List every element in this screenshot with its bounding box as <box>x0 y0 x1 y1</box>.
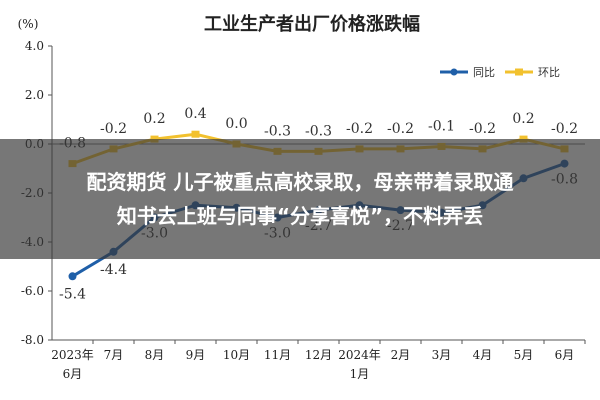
y-tick-label: -6.0 <box>21 284 44 298</box>
x-tick-label: 8月 <box>145 348 165 362</box>
data-point <box>68 272 77 281</box>
data-label: -0.2 <box>469 121 496 137</box>
headline-line-2: 知书去上班与同事“分享喜悦”，不料弄丢 <box>116 204 484 228</box>
x-tick-label: 11月 <box>264 348 291 362</box>
headline-line-1: 配资期货 儿子被重点高校录取，母亲带着录取通 <box>86 170 514 194</box>
data-label: 0.2 <box>512 111 534 127</box>
x-tick-label: 12月 <box>305 348 332 362</box>
data-label: 0.2 <box>143 111 165 127</box>
x-tick-label: 4月 <box>473 348 493 362</box>
x-tick-label: 2024年 <box>338 348 381 362</box>
y-tick-label: 2.0 <box>25 88 44 102</box>
data-label: 0.4 <box>184 106 206 122</box>
x-tick-label: 6月 <box>555 348 575 362</box>
data-label: 0.0 <box>225 116 247 132</box>
y-axis-unit: (%) <box>18 17 39 31</box>
data-label: -0.3 <box>264 123 291 139</box>
x-tick-label: 7月 <box>104 348 124 362</box>
chart-title: 工业生产者出厂价格涨跌幅 <box>204 13 420 35</box>
data-label: -0.2 <box>551 121 578 137</box>
legend-label: 环比 <box>538 66 560 79</box>
y-tick-label: -8.0 <box>21 333 44 347</box>
legend-marker <box>450 68 458 76</box>
y-tick-label: 4.0 <box>25 39 44 53</box>
x-tick-label: 9月 <box>186 348 206 362</box>
x-tick-label: 6月 <box>63 367 83 381</box>
data-label: -0.2 <box>346 121 373 137</box>
x-tick-label: 10月 <box>223 348 250 362</box>
x-tick-label: 5月 <box>514 348 534 362</box>
legend-marker <box>515 68 523 76</box>
data-label: -4.4 <box>100 262 127 278</box>
data-label: -0.1 <box>428 118 455 134</box>
data-label: -0.3 <box>305 123 332 139</box>
x-tick-label: 1月 <box>350 367 370 381</box>
data-label: -5.4 <box>59 286 86 302</box>
data-label: -0.2 <box>100 121 127 137</box>
headline-banner[interactable]: 配资期货 儿子被重点高校录取，母亲带着录取通 知书去上班与同事“分享喜悦”，不料… <box>0 139 600 259</box>
data-label: -0.2 <box>387 121 414 137</box>
legend: 同比 环比 <box>440 66 560 79</box>
data-point <box>191 130 200 138</box>
x-tick-label: 2月 <box>391 348 411 362</box>
x-tick-label: 3月 <box>432 348 452 362</box>
x-tick-label: 2023年 <box>51 348 94 362</box>
legend-label: 同比 <box>473 66 495 79</box>
